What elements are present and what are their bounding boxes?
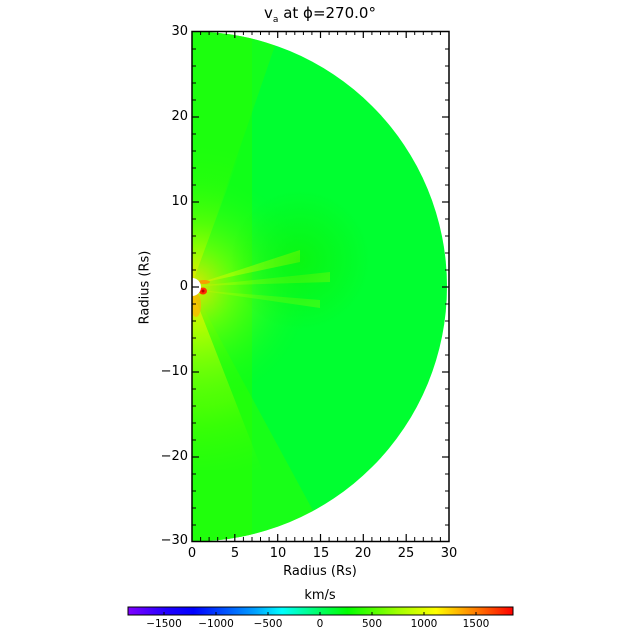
colorbar-tick-label: 0 [316, 618, 324, 630]
colorbar-tick-label: −1000 [198, 618, 234, 630]
y-tick-label: 10 [171, 194, 188, 209]
y-tick-label: −20 [160, 449, 188, 464]
colorbar-title: km/s [304, 588, 336, 603]
y-tick-label: −30 [160, 533, 188, 548]
y-major-ticks [192, 116, 449, 458]
chart-title: va at ϕ=270.0° [0, 4, 640, 25]
x-minor-ticks [200, 31, 441, 541]
x-tick-label: 30 [440, 546, 458, 561]
colorbar-ticks [163, 612, 477, 615]
y-axis-title: Radius (Rs) [137, 250, 153, 325]
x-major-ticks [234, 31, 407, 541]
x-tick-label: 5 [230, 546, 240, 561]
y-tick-label: 30 [171, 24, 188, 39]
y-tick-label: −10 [160, 364, 188, 379]
x-tick-label: 10 [269, 546, 287, 561]
colorbar-tick-label: 500 [361, 618, 383, 630]
x-tick-label: 0 [187, 546, 197, 561]
y-tick-label: 20 [171, 109, 188, 124]
y-minor-ticks [192, 48, 449, 526]
x-tick-label: 20 [354, 546, 372, 561]
colorbar-tick-label: −500 [253, 618, 283, 630]
colorbar-tick-label: −1500 [146, 618, 182, 630]
x-tick-label: 25 [397, 546, 415, 561]
x-tick-label: 15 [312, 546, 330, 561]
heatmap-halfdisk [192, 31, 448, 542]
y-tick-label: 0 [179, 279, 188, 294]
title-var: v [264, 4, 273, 22]
title-rest: at ϕ=270.0° [278, 4, 376, 22]
colorbar-tick-label: 1000 [410, 618, 438, 630]
colorbar-tick-label: 1500 [462, 618, 490, 630]
x-axis-title: Radius (Rs) [283, 564, 357, 579]
title-subscript: a [272, 15, 279, 25]
